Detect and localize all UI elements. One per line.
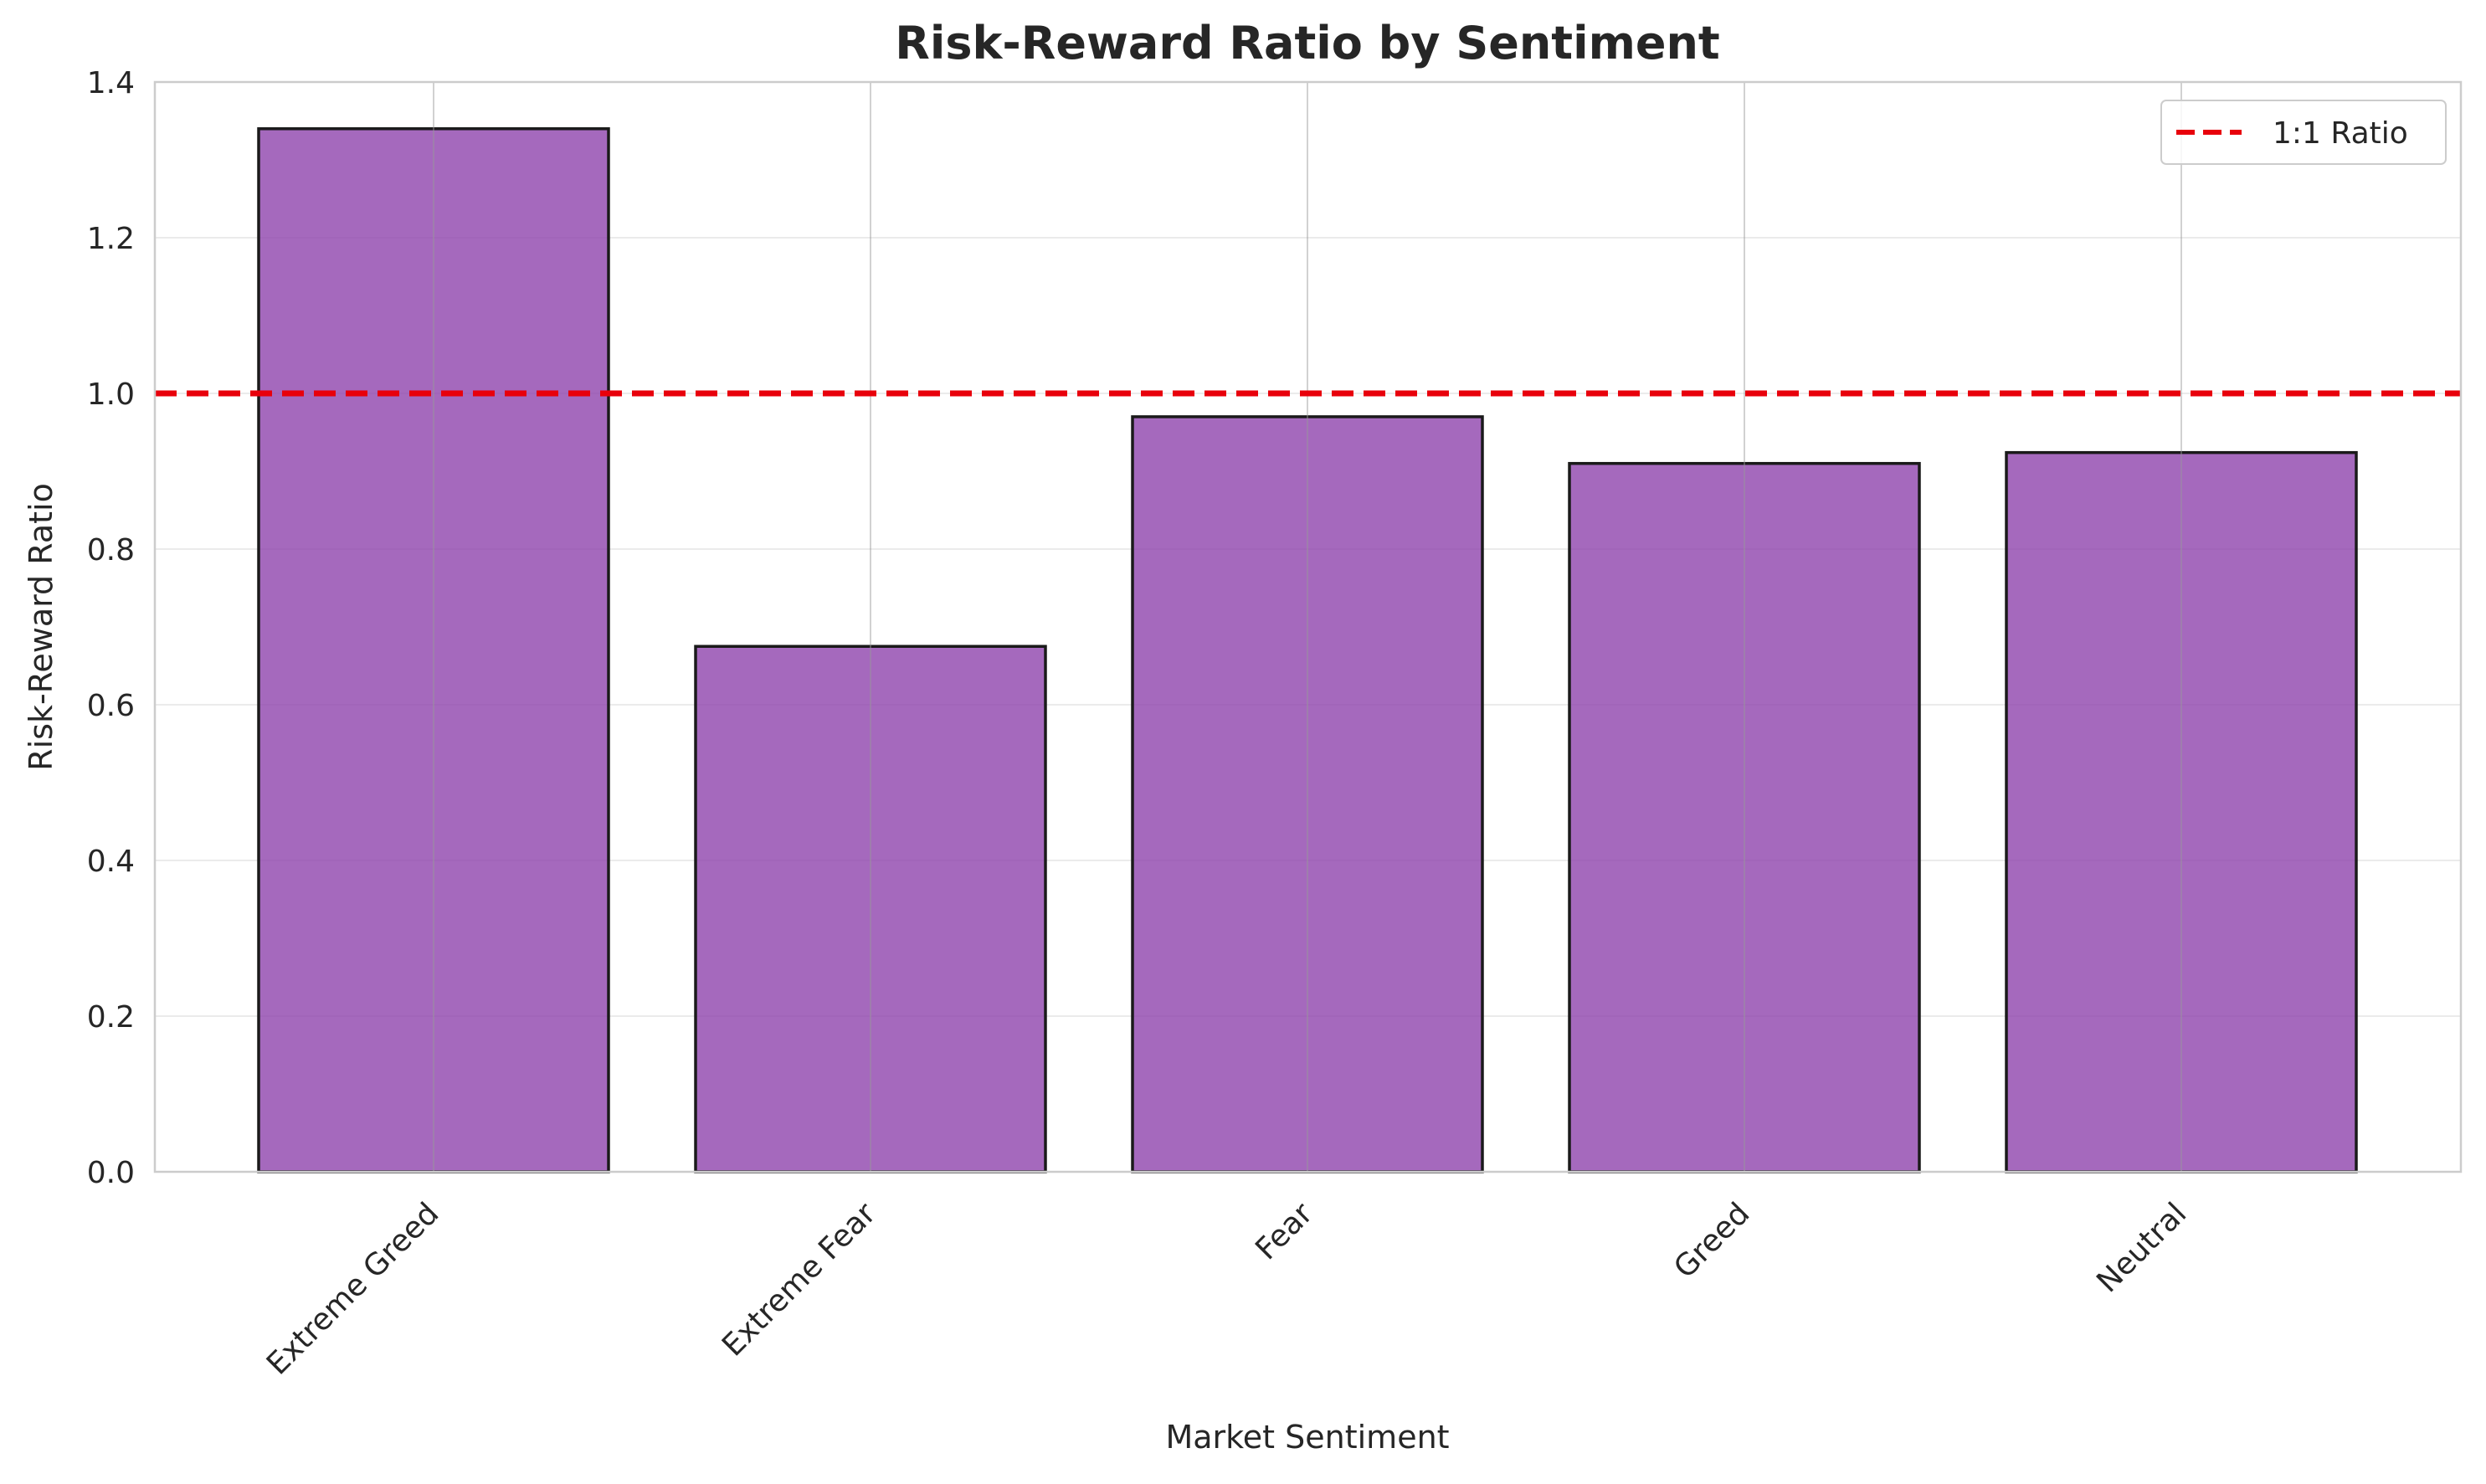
- legend-box: [2160, 100, 2447, 165]
- x-tick-label: Greed: [1667, 1196, 1756, 1285]
- y-tick-label: 0.8: [87, 533, 135, 567]
- x-tick-label: Extreme Fear: [716, 1196, 882, 1363]
- y-ticks-layer: 0.0 0.2 0.4 0.6 0.8 1.0 1.2 1.4: [87, 66, 135, 1190]
- y-tick-label: 1.4: [87, 66, 135, 100]
- x-tick-label: Fear: [1249, 1196, 1319, 1266]
- legend-label: 1:1 Ratio: [2273, 116, 2408, 151]
- bar-extreme-greed: [257, 127, 610, 1173]
- bar-extreme-fear: [694, 644, 1047, 1173]
- y-tick-label: 0.6: [87, 689, 135, 723]
- chart-title: Risk-Reward Ratio by Sentiment: [895, 17, 1720, 69]
- x-grid-layer: [433, 82, 2182, 1172]
- bar-greed: [1568, 461, 1921, 1173]
- bars-layer: [257, 127, 2358, 1173]
- y-axis-label: Risk-Reward Ratio: [23, 483, 59, 771]
- bar-neutral: [2005, 450, 2358, 1173]
- bar-fear: [1131, 415, 1484, 1173]
- y-tick-label: 1.0: [87, 377, 135, 412]
- y-tick-label: 1.2: [87, 222, 135, 256]
- x-ticks-layer: Extreme Greed Extreme Fear Fear Greed Neutra…: [260, 1196, 2193, 1381]
- y-tick-label: 0.0: [87, 1156, 135, 1190]
- x-tick-label: Extreme Greed: [260, 1196, 445, 1381]
- x-tick-label: Neutral: [2090, 1196, 2193, 1299]
- legend: 1:1 Ratio: [2160, 100, 2447, 165]
- y-tick-label: 0.2: [87, 1000, 135, 1035]
- plot-frame: [153, 80, 2463, 1173]
- x-axis-label: Market Sentiment: [1165, 1419, 1449, 1456]
- y-tick-label: 0.4: [87, 845, 135, 879]
